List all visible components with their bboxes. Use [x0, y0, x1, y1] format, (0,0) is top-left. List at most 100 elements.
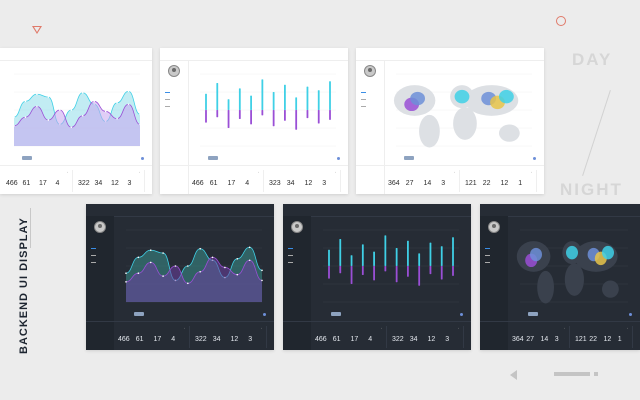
filter-button[interactable] — [22, 156, 32, 160]
stats-group: › 322 34 12 3 — [193, 326, 267, 348]
more-link[interactable]: › — [335, 170, 336, 174]
map-region-highlight — [454, 89, 470, 104]
stats-row: › 364 27 14 3 › 121 22 12 1 — [480, 321, 640, 350]
stat-value: 12 — [500, 180, 509, 187]
bar — [295, 110, 298, 130]
map-region-highlight — [602, 245, 614, 260]
stat-value: 3 — [322, 180, 327, 187]
stat-value: 4 — [245, 180, 250, 187]
stat-value: 466 — [118, 336, 130, 343]
sidebar-menu-item[interactable] — [91, 260, 96, 264]
bar — [227, 110, 230, 128]
arrow-left-icon — [510, 370, 517, 380]
stat-value: 3 — [441, 180, 446, 187]
sidebar — [283, 216, 311, 350]
stat-value: 12 — [111, 180, 119, 187]
legend-dot-icon — [263, 313, 266, 316]
stats-group: › 466 61 17 4 — [190, 170, 264, 192]
filter-button[interactable] — [528, 312, 538, 316]
sidebar-menu-item[interactable] — [165, 97, 170, 101]
bar — [261, 110, 264, 116]
chart-legend — [263, 313, 266, 317]
more-link[interactable]: › — [564, 326, 565, 330]
sidebar-menu-item[interactable] — [485, 253, 490, 257]
stat-value: 17 — [153, 336, 162, 343]
stat-value: 12 — [603, 336, 612, 343]
more-link[interactable]: › — [258, 170, 259, 174]
sidebar-menu-item[interactable] — [288, 260, 293, 264]
stat-value: 17 — [39, 180, 47, 187]
bar — [452, 237, 454, 266]
bar — [373, 251, 375, 266]
filter-button[interactable] — [404, 156, 414, 160]
data-point — [199, 270, 201, 273]
menu-dot-icon — [165, 92, 170, 93]
bar — [317, 110, 320, 124]
data-point — [261, 269, 263, 272]
stat-value: 3 — [445, 336, 450, 343]
stat-value: 61 — [22, 180, 31, 187]
chart-legend — [337, 157, 340, 161]
sidebar-menu-item[interactable] — [288, 253, 293, 257]
menu-dot-icon — [485, 262, 490, 263]
filter-button[interactable] — [208, 156, 218, 160]
bar — [227, 99, 230, 110]
more-link[interactable]: › — [454, 170, 455, 174]
filter-button[interactable] — [134, 312, 144, 316]
data-point — [13, 125, 15, 127]
map-continent — [499, 124, 520, 142]
data-point — [59, 109, 61, 111]
map-continent — [537, 270, 554, 304]
sidebar-menu-item[interactable] — [485, 246, 490, 250]
menu-dot-icon — [91, 248, 96, 249]
sidebar-menu-item[interactable] — [91, 246, 96, 250]
sidebar-menu-item[interactable] — [91, 253, 96, 257]
chart-area — [192, 64, 340, 160]
bar — [418, 266, 421, 286]
more-link[interactable]: › — [627, 326, 628, 330]
sidebar-menu-item[interactable] — [361, 97, 366, 101]
stat-value: 17 — [350, 336, 359, 343]
data-point — [137, 272, 140, 274]
dashboard-panel-6: › 364 27 14 3 › 121 22 12 1 — [480, 204, 640, 350]
avatar — [488, 221, 500, 233]
more-link[interactable]: › — [184, 326, 185, 330]
bar — [284, 84, 286, 110]
stat-value: 17 — [227, 180, 236, 187]
sidebar-menu-item[interactable] — [165, 104, 170, 108]
sidebar — [480, 216, 508, 350]
stats-group: › 466 61 17 4 — [4, 170, 73, 192]
sidebar-menu-item[interactable] — [165, 90, 170, 94]
more-link[interactable]: › — [67, 170, 68, 174]
filter-button[interactable] — [331, 312, 341, 316]
stat-value: 12 — [427, 336, 436, 343]
stat-value: 322 — [78, 180, 90, 187]
map-region-highlight — [566, 245, 578, 260]
bar — [339, 266, 342, 274]
bar — [373, 266, 375, 281]
more-link[interactable]: › — [381, 326, 382, 330]
data-point — [127, 103, 130, 106]
bar — [250, 110, 252, 125]
data-point — [116, 102, 118, 104]
bar — [295, 97, 298, 110]
data-point — [139, 123, 141, 126]
chart-svg — [393, 73, 532, 148]
bar — [205, 110, 207, 123]
bar — [361, 244, 364, 266]
more-link[interactable]: › — [261, 326, 262, 330]
more-link[interactable]: › — [458, 326, 459, 330]
data-point — [13, 116, 15, 118]
more-link[interactable]: › — [531, 170, 532, 174]
data-point — [81, 114, 84, 117]
sidebar-menu-item[interactable] — [288, 246, 293, 250]
chart-area — [388, 64, 536, 160]
bar — [238, 110, 241, 119]
data-point — [224, 266, 226, 269]
sidebar-menu-item[interactable] — [361, 104, 366, 108]
sidebar-menu-item[interactable] — [361, 90, 366, 94]
more-link[interactable]: › — [139, 170, 140, 174]
sidebar-menu-item[interactable] — [485, 260, 490, 264]
stat-value: 466 — [315, 336, 327, 343]
data-point — [139, 113, 141, 116]
